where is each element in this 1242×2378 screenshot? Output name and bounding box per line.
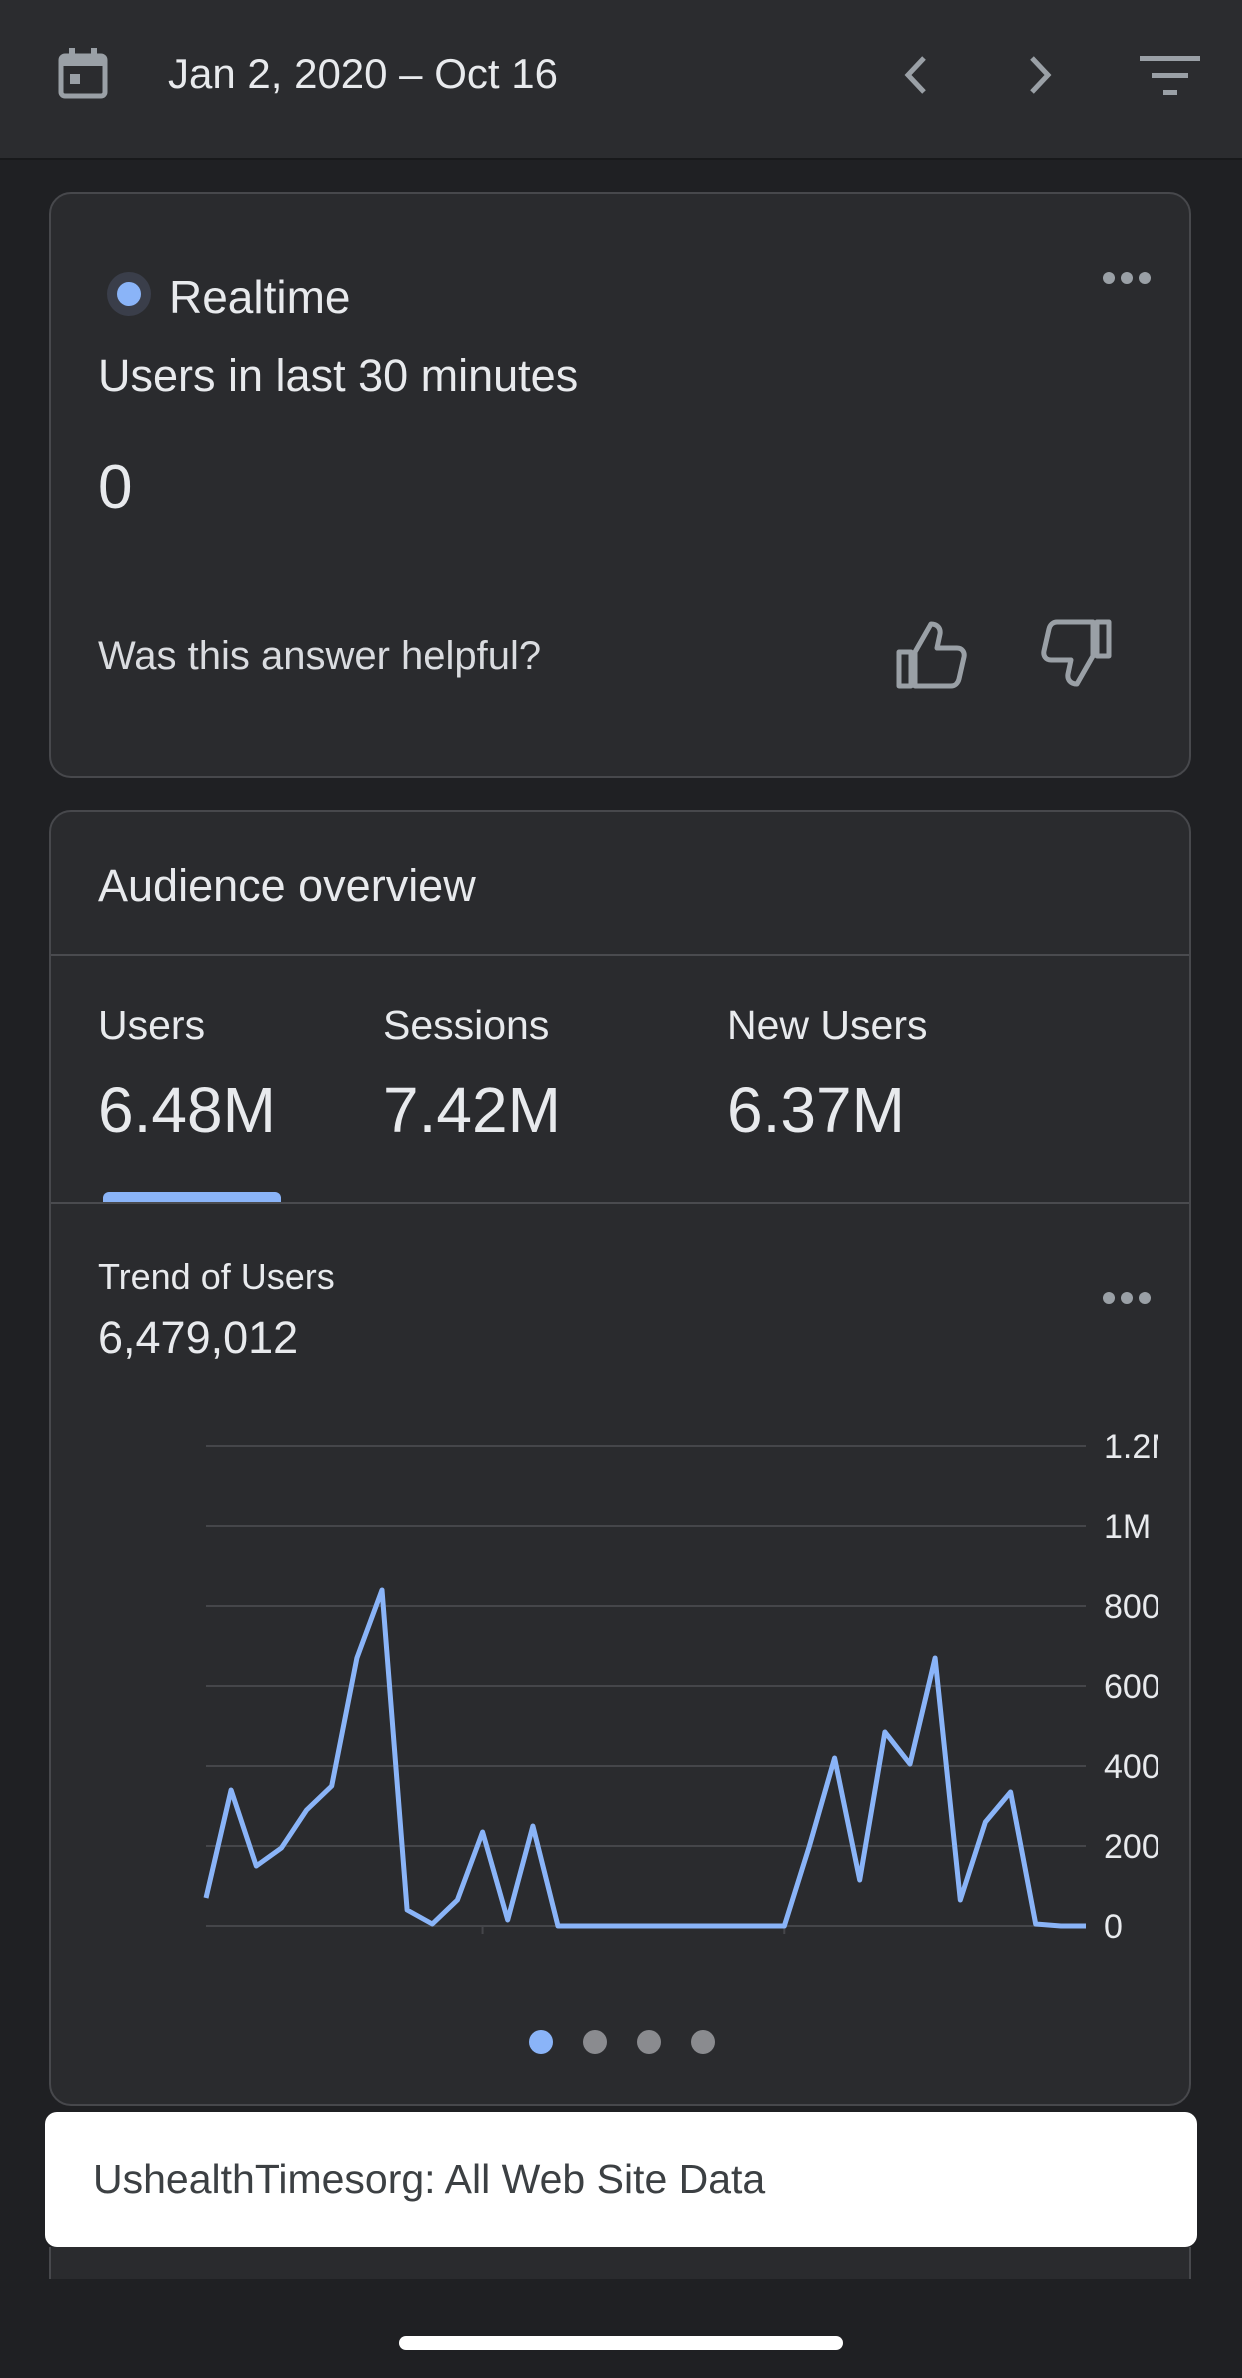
metric-tab-users[interactable]: Users 6.48M bbox=[98, 1002, 276, 1147]
trend-label: Trend of Users bbox=[98, 1256, 335, 1297]
page-dot[interactable] bbox=[583, 2030, 607, 2054]
metric-label: Users bbox=[98, 1002, 206, 1048]
metric-tab-new-users[interactable]: New Users 6.37M bbox=[727, 1002, 927, 1147]
divider bbox=[51, 954, 1189, 956]
metric-value: 6.48M bbox=[98, 1074, 276, 1146]
series-line-users[interactable] bbox=[203, 1587, 1086, 1929]
y-tick-label: 800K bbox=[1104, 1588, 1158, 1626]
selected-tab-indicator bbox=[103, 1192, 281, 1202]
trend-line-chart: 1.2M 1M 800K 600K 400K 200K 0 Dec 2020 Dec 2021 bbox=[203, 1428, 1158, 1942]
x-tick-label: Dec 2021 bbox=[712, 1940, 858, 1942]
metric-value: 6.37M bbox=[727, 1074, 905, 1146]
realtime-count: 0 bbox=[98, 453, 133, 522]
metric-label: Sessions bbox=[383, 1002, 550, 1048]
page-dot[interactable] bbox=[529, 2030, 553, 2054]
more-options-icon[interactable] bbox=[1101, 1288, 1153, 1308]
y-tick-label: 1.2M bbox=[1104, 1428, 1158, 1466]
chevron-right-icon[interactable] bbox=[1014, 50, 1064, 100]
helpful-question: Was this answer helpful? bbox=[98, 634, 542, 678]
calendar-icon[interactable] bbox=[58, 48, 108, 100]
trend-total: 6,479,012 bbox=[98, 1312, 299, 1363]
metric-value: 7.42M bbox=[383, 1074, 561, 1146]
metric-tab-sessions[interactable]: Sessions 7.42M bbox=[383, 1002, 561, 1147]
thumbs-down-icon[interactable] bbox=[1039, 618, 1113, 690]
realtime-indicator-icon bbox=[107, 272, 151, 316]
filter-icon[interactable] bbox=[1140, 54, 1200, 98]
account-banner[interactable]: UshealthTimesorg: All Web Site Data bbox=[45, 2112, 1197, 2247]
metric-label: New Users bbox=[727, 1002, 928, 1048]
more-options-icon[interactable] bbox=[1101, 268, 1153, 288]
realtime-label: Realtime bbox=[169, 271, 351, 323]
card-bottom-edge bbox=[49, 2247, 1191, 2279]
x-tick-label: Dec 2020 bbox=[410, 1940, 556, 1942]
y-tick-label: 0 bbox=[1104, 1908, 1123, 1942]
home-indicator[interactable] bbox=[399, 2336, 843, 2350]
audience-overview-card: Audience overview Users 6.48M Sessions 7… bbox=[49, 810, 1191, 2106]
top-bar: Jan 2, 2020 – Oct 16 bbox=[0, 0, 1242, 160]
account-name: UshealthTimesorg: All Web Site Data bbox=[93, 2156, 766, 2202]
page-dot[interactable] bbox=[691, 2030, 715, 2054]
y-tick-label: 1M bbox=[1104, 1508, 1151, 1546]
thumbs-up-icon[interactable] bbox=[895, 618, 969, 690]
realtime-subtitle: Users in last 30 minutes bbox=[98, 350, 579, 401]
realtime-card: Realtime Users in last 30 minutes 0 Was … bbox=[49, 192, 1191, 778]
chevron-left-icon[interactable] bbox=[892, 50, 942, 100]
divider bbox=[51, 1202, 1189, 1204]
page-indicator bbox=[51, 2030, 1189, 2054]
audience-title: Audience overview bbox=[98, 860, 476, 911]
y-tick-label: 600K bbox=[1104, 1668, 1158, 1706]
y-tick-label: 400K bbox=[1104, 1748, 1158, 1786]
page-dot[interactable] bbox=[637, 2030, 661, 2054]
date-range-label[interactable]: Jan 2, 2020 – Oct 16 bbox=[168, 50, 558, 97]
y-tick-label: 200K bbox=[1104, 1828, 1158, 1866]
